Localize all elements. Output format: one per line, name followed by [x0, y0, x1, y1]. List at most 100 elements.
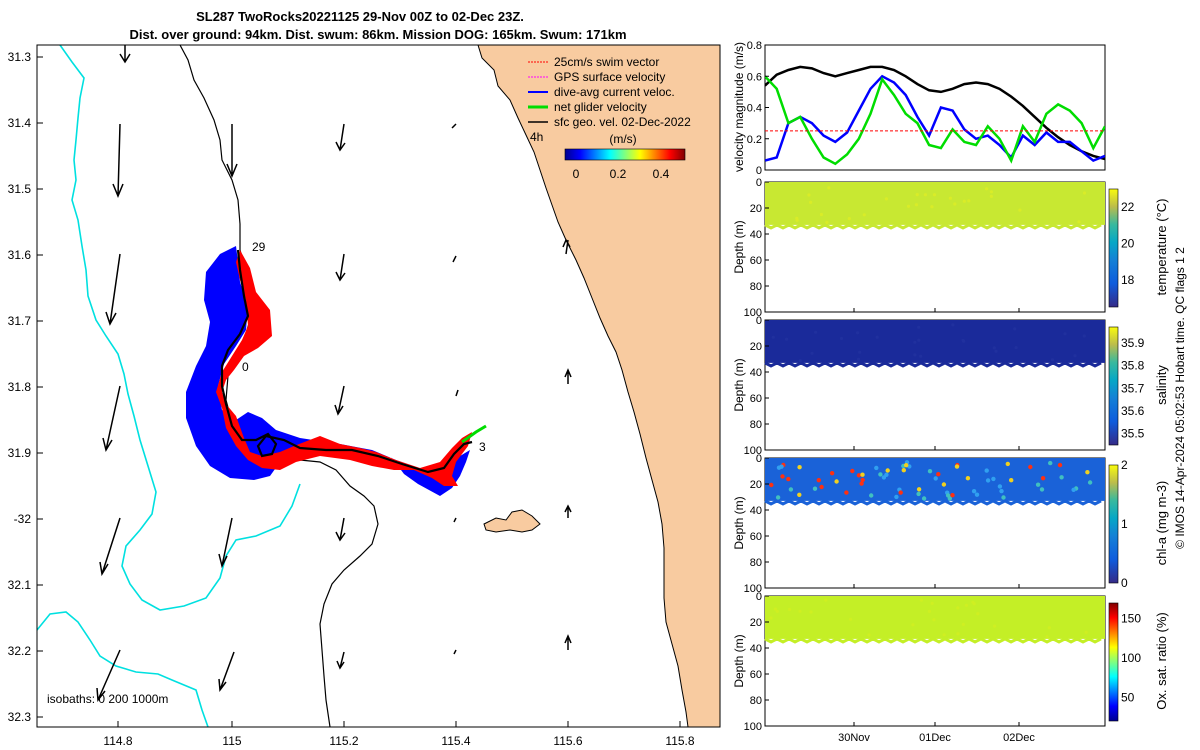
section-sample-dot: [885, 468, 890, 473]
section-sample-dot: [775, 609, 779, 614]
section-sample-dot: [974, 492, 980, 497]
legend-net: net glider velocity: [554, 100, 647, 114]
map-ytick-label: 31.5: [8, 182, 32, 196]
section-sample-dot: [921, 496, 927, 501]
section-sample-dot: [856, 473, 862, 478]
section-sample-dot: [874, 465, 879, 471]
geo-arrow: [96, 649, 121, 702]
section-colorbar-label: salinity: [1154, 365, 1169, 405]
map-xtick-label: 115: [222, 734, 241, 748]
section-colorbar-label: chl-a (mg m-3): [1154, 481, 1169, 566]
section-colorbar-tick: 35.6: [1121, 404, 1145, 418]
section-ytick-label: 0: [756, 177, 762, 189]
map-colorbar-tick: 0.2: [610, 167, 627, 181]
section-sample-dot: [847, 217, 851, 221]
section-sample-dot: [984, 468, 989, 473]
section-sample-dot: [1047, 626, 1051, 630]
section-band-edge: [764, 637, 1102, 644]
legend-swim: 25cm/s swim vector: [554, 55, 659, 69]
section-sample-dot: [809, 200, 813, 204]
section-ytick-label: 20: [750, 341, 762, 353]
section-sample-dot: [812, 486, 818, 491]
section-sample-dot: [878, 472, 883, 477]
isobath-200-lower: [37, 611, 209, 727]
section-panel: 0 20 40 60 80 100 Depth (m) 2 1 0 chl-a (mg m-3): [732, 453, 1169, 595]
section-sample-dot: [771, 335, 775, 339]
section-sample-dot: [911, 623, 915, 627]
section-sample-dot: [997, 484, 1003, 489]
section-sample-dot: [971, 600, 975, 604]
section-ytick-label: 0: [756, 315, 762, 327]
section-sample-dot: [1005, 461, 1010, 467]
geo-arrow: [112, 123, 124, 198]
geo-arrow: [226, 124, 238, 178]
map-colorbar-tick: 0.4: [653, 167, 670, 181]
section-ytick-label: 80: [750, 281, 762, 293]
section-sample-dot: [795, 218, 799, 222]
section-sample-dot: [1035, 482, 1041, 487]
map-ytick-label: 32.2: [8, 644, 32, 658]
section-panel: 0 20 40 60 80 100 Depth (m) 22 20 18 temperature (…: [732, 177, 1169, 319]
section-colorbar-tick: 35.9: [1121, 336, 1145, 350]
section-sample-dot: [785, 337, 789, 341]
section-sample-dot: [769, 616, 773, 620]
section-sample-dot: [827, 186, 831, 190]
section-sample-dot: [1009, 478, 1014, 483]
section-sample-dot: [927, 609, 932, 614]
section-sample-dot: [932, 193, 937, 197]
section-sample-dot: [913, 340, 917, 344]
section-sample-dot: [1059, 475, 1064, 480]
section-sample-dot: [904, 463, 909, 468]
section-ytick-label: 60: [750, 393, 762, 405]
section-sample-dot: [849, 617, 853, 621]
section-ylabel: Depth (m): [732, 634, 746, 687]
section-ytick-label: 40: [750, 367, 762, 379]
section-colorbar-tick: 1: [1121, 517, 1128, 531]
section-sample-dot: [1013, 327, 1017, 331]
section-sample-dot: [1077, 220, 1081, 224]
velocity-ytick-label: 0.4: [747, 103, 762, 115]
geo-arrow: [564, 634, 572, 650]
map-ytick-label: -32: [14, 512, 32, 526]
section-colorbar-tick: 2: [1121, 458, 1128, 472]
section-sample-dot: [1063, 332, 1067, 336]
section-data-band: [765, 596, 1105, 639]
velocity-ytick-label: 0.6: [747, 71, 762, 83]
section-colorbar-tick: 35.5: [1121, 427, 1145, 441]
section-sample-dot: [798, 609, 802, 613]
section-colorbar-tick: 18: [1121, 273, 1135, 287]
section-sample-dot: [941, 482, 947, 487]
section-sample-dot: [829, 471, 835, 476]
geo-arrow: [335, 123, 346, 152]
map-xtick-label: 115.4: [441, 734, 470, 748]
section-sample-dot: [1082, 334, 1086, 338]
section-sample-dot: [850, 468, 855, 474]
section-sample-dot: [916, 487, 922, 492]
section-sample-dot: [901, 468, 906, 473]
velocity-series-line: [765, 74, 1105, 163]
section-sample-dot: [898, 490, 903, 495]
section-sample-dot: [989, 194, 994, 198]
velocity-ylabel: velocity magnitude (m/s): [732, 42, 746, 172]
section-sample-dot: [919, 598, 924, 602]
section-sample-dot: [917, 338, 921, 342]
map-ticks: 114.8 115 115.2 115.4 115.6 115.8 31.3 31.4 31.5…: [8, 50, 695, 748]
map-ytick-label: 31.6: [8, 248, 32, 262]
track-start-label: 29: [252, 240, 266, 254]
section-colorbar-tick: 150: [1121, 612, 1141, 626]
section-sample-dot: [956, 606, 960, 610]
section-ytick-label: 60: [750, 531, 762, 543]
section-ytick-label: 80: [750, 419, 762, 431]
velocity-series-line: [765, 75, 1105, 166]
section-sample-dot: [1048, 460, 1053, 466]
section-sample-dot: [919, 354, 923, 358]
section-band-edge: [764, 361, 1102, 368]
section-ytick-label: 0: [756, 591, 762, 603]
section-sample-dot: [936, 472, 941, 477]
section-xtick-label: 01Dec: [919, 732, 951, 744]
section-sample-dot: [942, 633, 946, 637]
geo-arrow: [335, 253, 346, 282]
map-ytick-label: 31.7: [8, 314, 32, 328]
